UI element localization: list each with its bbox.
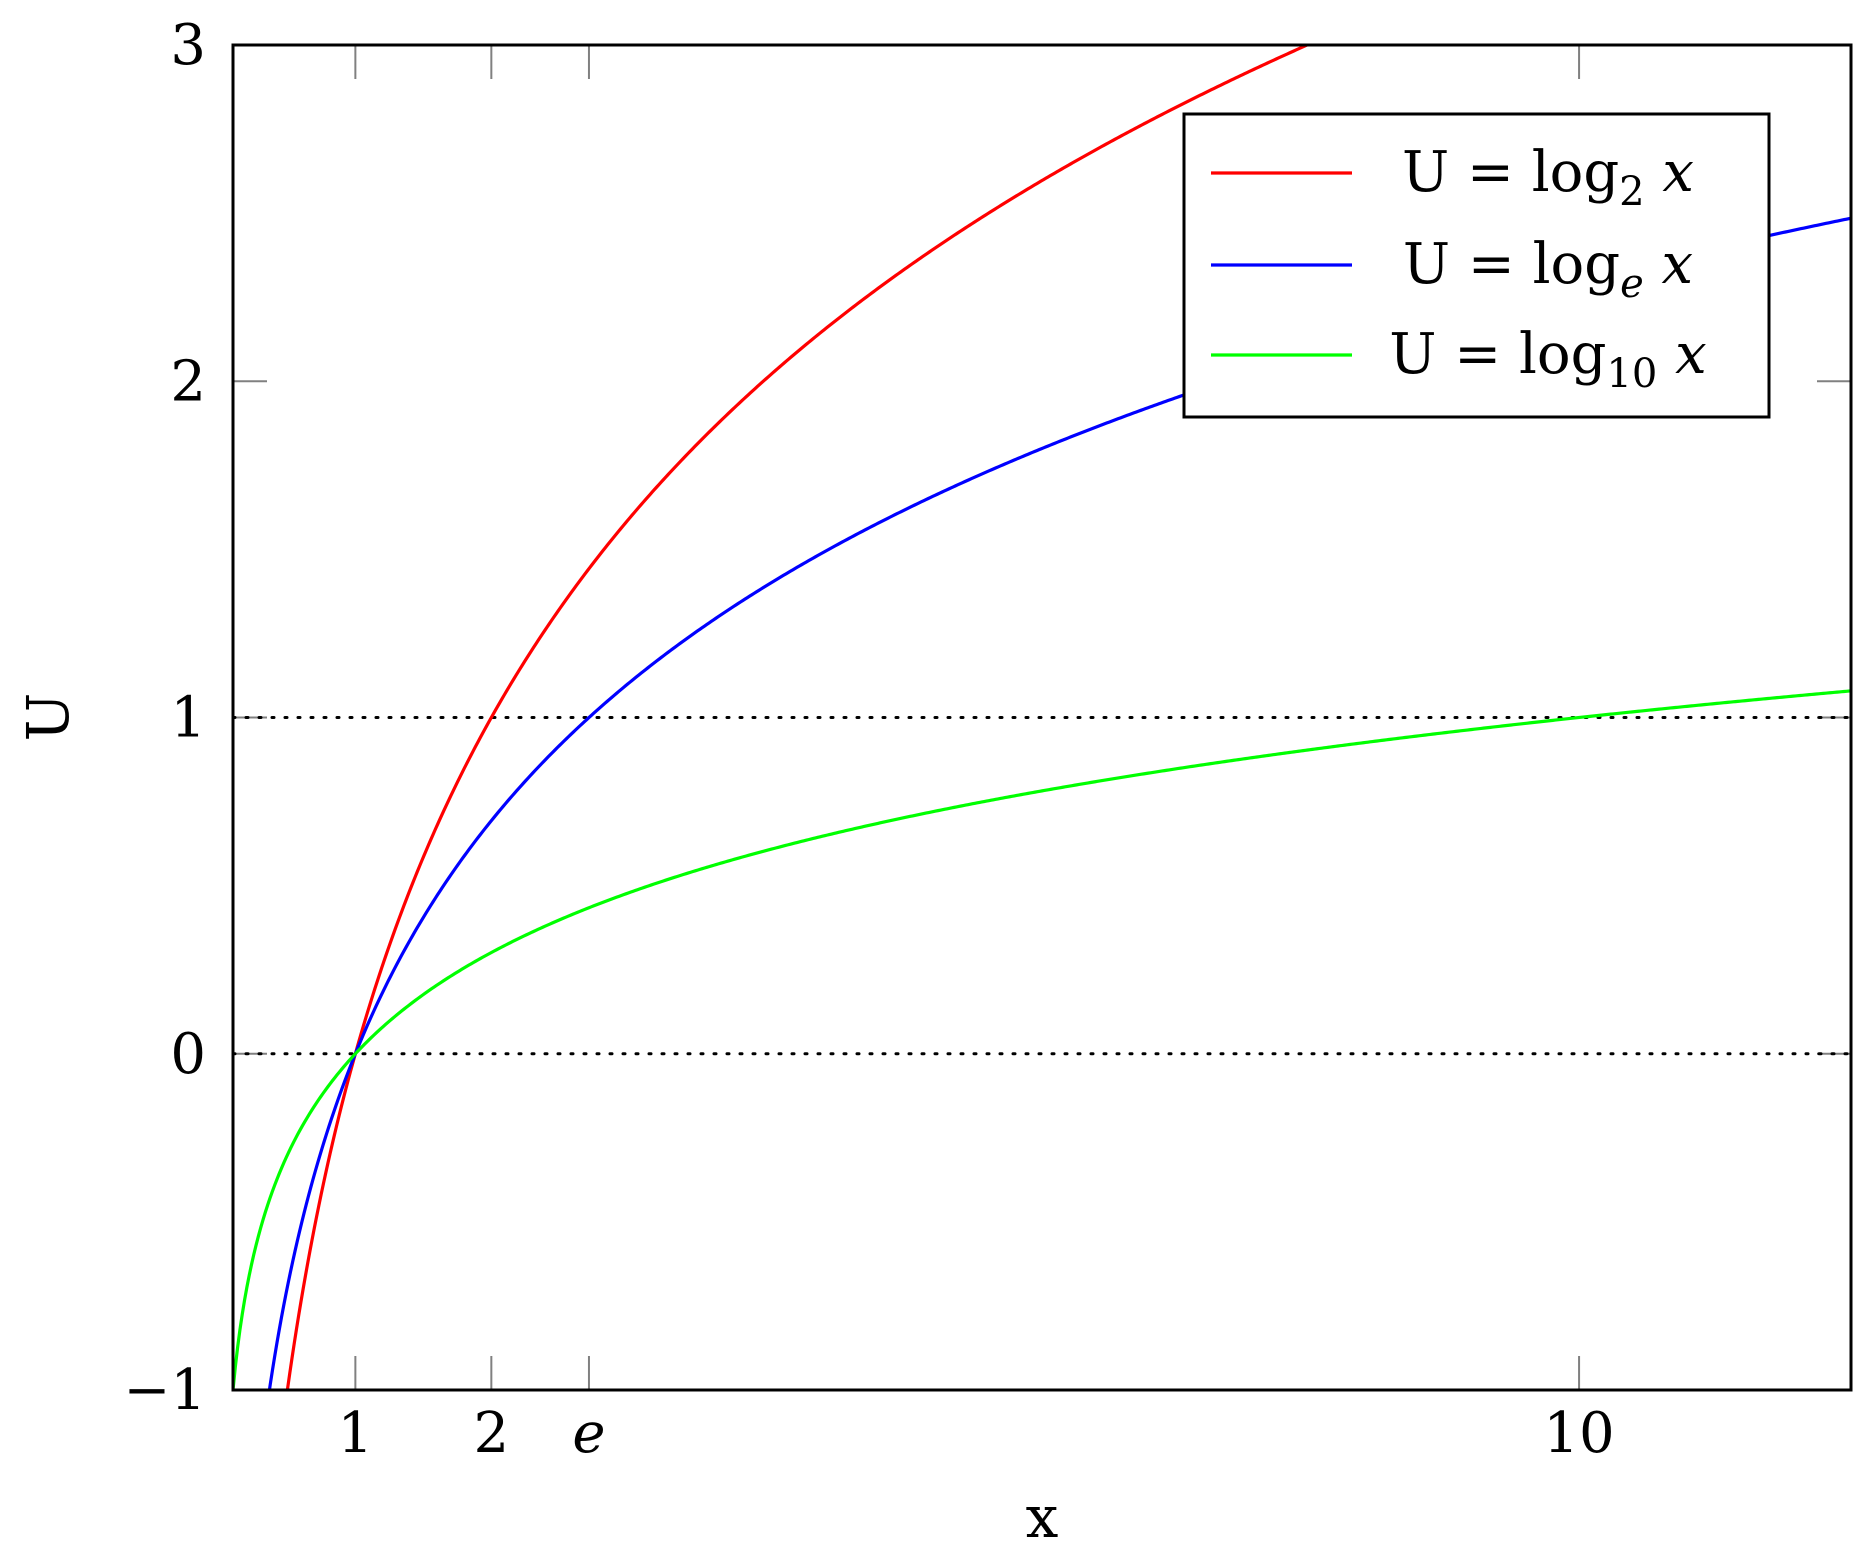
x-tick-label: e (572, 1401, 605, 1466)
y-tick-label: 2 (170, 349, 206, 414)
legend-label: U = log10 x (1389, 322, 1707, 397)
x-tick-label: 2 (474, 1401, 510, 1466)
y-tick-label: 3 (170, 13, 206, 78)
x-axis-title: x (1026, 1483, 1059, 1551)
y-tick-label: −1 (123, 1358, 206, 1423)
x-tick-label: 1 (338, 1401, 374, 1466)
series-line-log2 (285, 45, 1312, 1390)
legend: U = log2 x U = loge x U = log10 x (1182, 112, 1771, 419)
legend-label: U = loge x (1403, 232, 1693, 307)
x-tick-label: 10 (1543, 1401, 1614, 1466)
y-tick-labels: −1 0 1 2 3 (123, 13, 206, 1423)
y-tick-label: 0 (170, 1022, 206, 1087)
reference-lines (231, 716, 1853, 1056)
series-line-log10 (233, 689, 1851, 1390)
plot-frame (231, 43, 1853, 1392)
x-tick-labels: 1 2 e 10 (338, 1401, 1615, 1466)
y-axis-title: U (14, 693, 82, 742)
legend-label: U = log2 x (1402, 140, 1694, 215)
y-tick-label: 1 (170, 686, 206, 751)
